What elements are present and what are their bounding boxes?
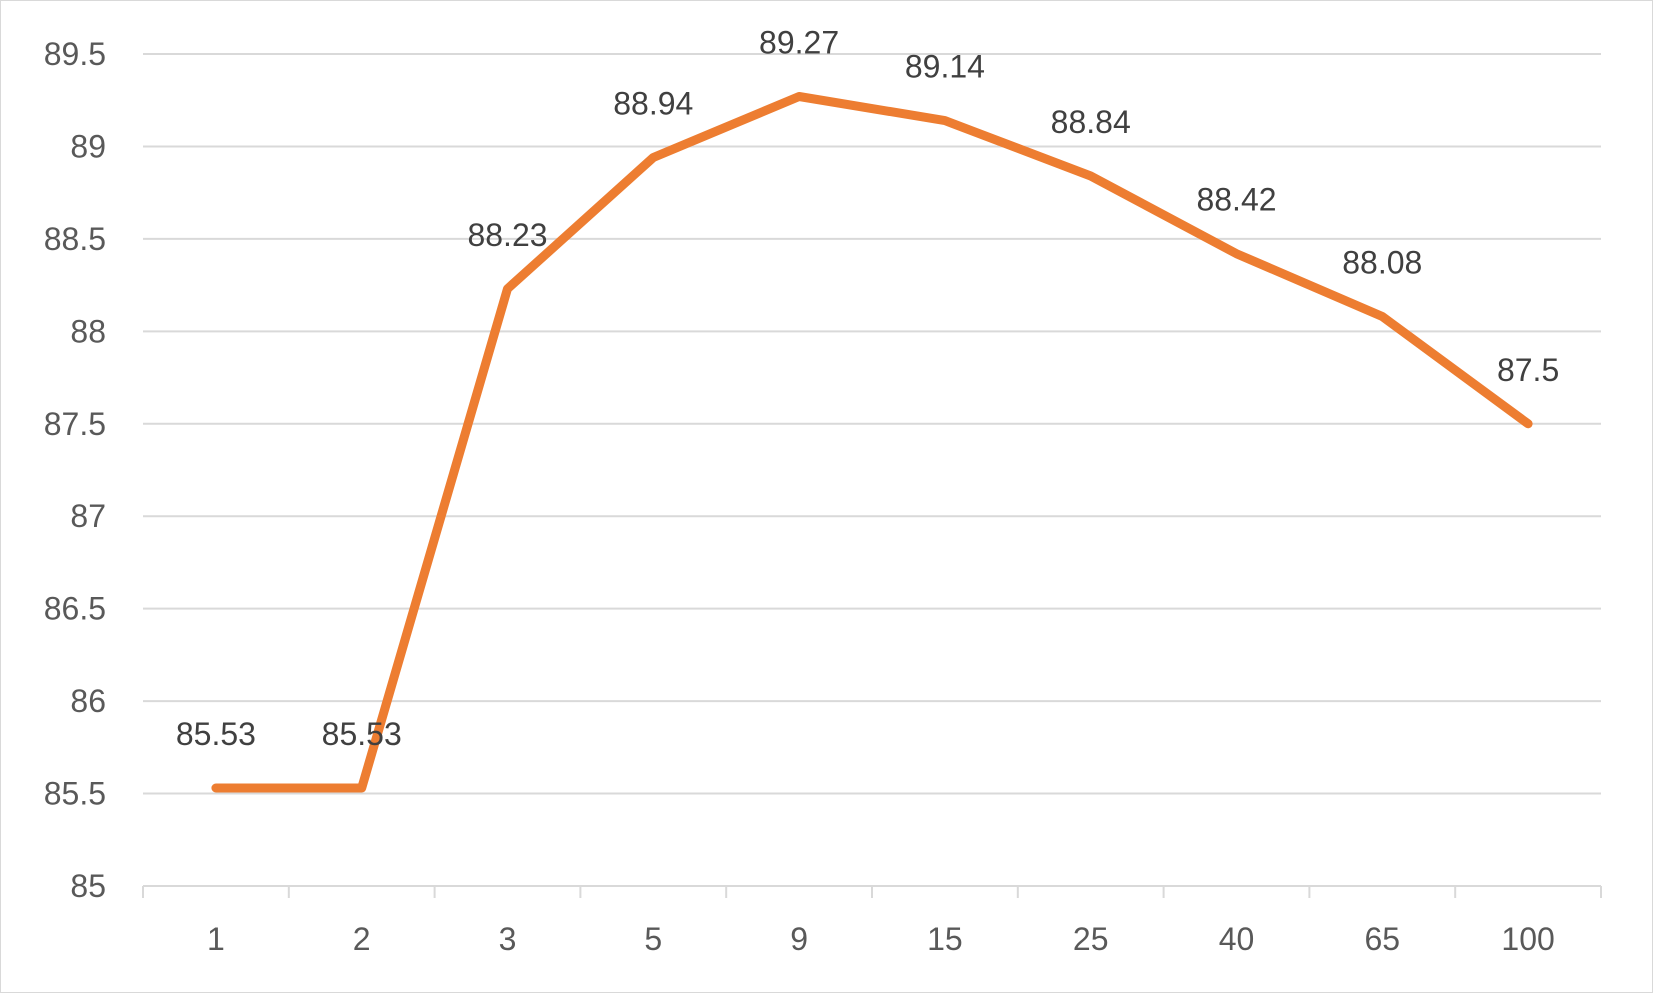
y-tick-label: 86.5 [44, 591, 106, 627]
data-point [1234, 251, 1239, 256]
y-tick-label: 87.5 [44, 406, 106, 442]
x-tick-label: 100 [1501, 921, 1554, 957]
data-point [213, 786, 218, 791]
data-point [1088, 174, 1093, 179]
data-label: 85.53 [176, 716, 256, 752]
y-tick-label: 85 [70, 868, 106, 904]
y-tick-label: 88 [70, 313, 106, 349]
data-label: 88.42 [1196, 182, 1276, 218]
x-tick-label: 3 [499, 921, 517, 957]
y-tick-label: 88.5 [44, 221, 106, 257]
y-axis-tick-labels: 85 85.5 86 86.5 87 87.5 88 88.5 89 89.5 [44, 36, 106, 904]
y-tick-label: 89 [70, 128, 106, 164]
data-label: 88.23 [467, 217, 547, 253]
x-tick-label: 9 [790, 921, 808, 957]
series-lines [211, 92, 1533, 793]
data-point [651, 155, 656, 160]
x-tick-label: 25 [1073, 921, 1109, 957]
y-tick-label: 86 [70, 683, 106, 719]
data-label: 89.27 [759, 25, 839, 61]
data-point [942, 118, 947, 123]
data-label: 89.14 [905, 49, 985, 85]
data-labels: 85.53 85.53 88.23 88.94 89.27 89.14 88.84 88.42… [176, 25, 1559, 752]
data-label: 88.94 [613, 86, 693, 122]
x-tick-label: 15 [927, 921, 963, 957]
data-point [505, 286, 510, 291]
y-tick-label: 85.5 [44, 776, 106, 812]
data-label: 88.08 [1342, 245, 1422, 281]
x-tick-label: 1 [207, 921, 225, 957]
x-tick-label: 5 [644, 921, 662, 957]
y-tick-label: 87 [70, 498, 106, 534]
data-label: 88.84 [1051, 104, 1131, 140]
data-point [797, 94, 802, 99]
x-tick-label: 2 [353, 921, 371, 957]
y-tick-label: 89.5 [44, 36, 106, 72]
data-point [359, 786, 364, 791]
data-label: 85.53 [322, 716, 402, 752]
x-tick-label: 65 [1365, 921, 1401, 957]
gridlines [143, 53, 1601, 795]
x-axis-tick-labels: 1 2 3 5 9 15 25 40 65 100 [207, 921, 1555, 957]
data-label: 87.5 [1497, 352, 1559, 388]
series-line [211, 92, 1533, 793]
x-tick-label: 40 [1219, 921, 1255, 957]
data-point [1526, 421, 1531, 426]
x-axis [142, 885, 1602, 898]
data-point [1380, 314, 1385, 319]
